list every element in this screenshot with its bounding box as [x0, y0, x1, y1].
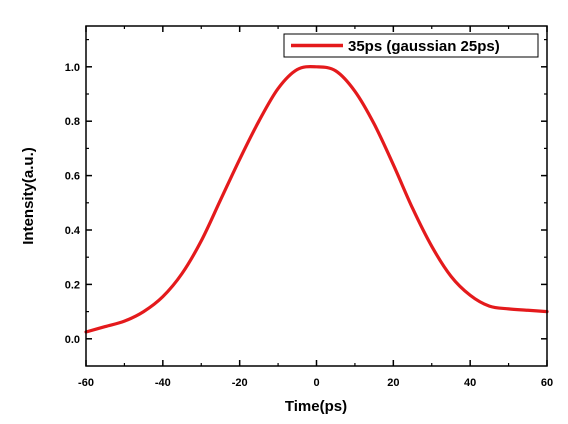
- x-tick-label: -60: [78, 377, 94, 389]
- x-tick-label: -20: [232, 377, 248, 389]
- y-tick-label: 0.0: [65, 334, 80, 346]
- x-tick-label: 0: [313, 377, 319, 389]
- y-tick-label: 1.0: [65, 62, 80, 74]
- y-tick-label: 0.6: [65, 171, 80, 183]
- series-layer: [84, 65, 549, 334]
- x-tick-label: 40: [464, 377, 476, 389]
- x-tick-label: 20: [387, 377, 399, 389]
- series-line: [84, 65, 549, 334]
- ticks-layer: -60 -40 -20 0 20 40 60 0.0 0.2 0.4 0.6 0.8 1.0: [65, 26, 553, 389]
- legend: 35ps (gaussian 25ps): [283, 33, 539, 58]
- legend-box: [283, 33, 539, 58]
- x-tick-label: -40: [155, 377, 171, 389]
- x-axis-label: Time(ps): [285, 398, 347, 415]
- legend-label: 35ps (gaussian 25ps): [348, 38, 500, 55]
- y-tick-label: 0.2: [65, 279, 80, 291]
- y-tick-label: 0.4: [65, 225, 81, 237]
- y-tick-label: 0.8: [65, 116, 80, 128]
- plot-frame: [85, 25, 548, 367]
- x-tick-label: 60: [541, 377, 553, 389]
- y-axis-label: Intensity(a.u.): [20, 147, 37, 245]
